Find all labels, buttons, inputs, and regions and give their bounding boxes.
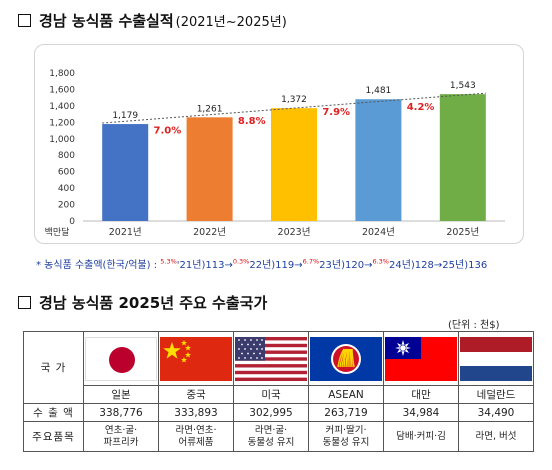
bar [355,99,402,221]
bar [439,94,486,221]
table-row-main-items: 주요품목 연초·굴· 파프리카 라면·연초· 어류제품 라면·굴· 동물성 유지 커피… [23,421,534,452]
flag-cell [308,331,384,386]
export-amount: 302,995 [233,403,309,422]
bar-value-label: 1,179 [112,111,138,121]
section-title-period: (2021년~2025년) [175,15,287,30]
bar [186,117,233,221]
main-items: 연초·굴· 파프리카 [83,421,159,452]
taiwan-flag-icon [385,336,457,381]
country-name: 대만 [383,385,459,404]
section-title-text: 경남 농식품 수출실적 [39,12,174,30]
flag-cell [383,331,459,386]
y-tick-label: 200 [58,201,75,211]
country-name: 중국 [158,385,234,404]
export-amount: 263,719 [308,403,384,422]
growth-rate-label: 8.8% [238,116,266,127]
table-row-export-amount: 수 출 액 338,776 333,893 302,995 263,719 34… [23,403,534,422]
country-name: 네덜란드 [458,385,534,404]
bar-value-label: 1,481 [366,86,392,96]
export-country-table: 국 가 [23,331,534,452]
checkbox-square-icon [18,14,31,27]
export-amount: 34,984 [383,403,459,422]
row-header-items: 주요품목 [23,421,84,452]
flag-cell [233,331,309,386]
flag-cell [158,331,234,386]
checkbox-square-icon [18,296,31,309]
bar-value-label: 1,261 [197,104,223,114]
note-growth-rate: 6.3% [372,257,389,266]
y-tick-label: 400 [58,184,75,194]
y-tick-label: 1,000 [49,135,75,145]
trend-line [102,92,486,124]
usa-flag-icon [235,336,307,381]
y-tick-label: 600 [58,168,75,178]
main-items: 라면, 버섯 [458,421,534,452]
bar-value-label: 1,543 [450,81,476,91]
x-tick-label: 2023년 [278,227,311,238]
section-title-major-countries: 경남 농식품 2025년 주요 수출국가 [18,292,267,313]
flag-cell [458,331,534,386]
growth-rate-label: 7.9% [322,107,350,118]
note-year-value: 22년)119→ [249,260,303,271]
note-year-value: 23년)120→ [319,260,373,271]
section-title-export-performance: 경남 농식품 수출실적 (2021년~2025년) [18,10,287,31]
note-prefix: * 농식품 수출액(한국/억불) : [36,260,161,271]
y-tick-label: 0 [69,217,75,227]
y-axis-unit: 백만달 [45,226,70,238]
section-title-text: 경남 농식품 2025년 주요 수출국가 [39,294,268,312]
chart-svg: 0 200 400 600 800 1,000 1,200 1,400 1,600 1,800 백만… [45,69,505,238]
china-flag-icon [160,336,232,381]
note-year-value: 25년)136 [442,260,488,271]
country-name: ASEAN [308,385,384,404]
table-row-country-names: 일본 중국 미국 ASEAN 대만 네덜란드 [24,385,534,404]
note-year-value: '21년)113→ [176,260,233,271]
bar-value-label: 1,372 [281,95,307,105]
netherlands-flag-icon [460,336,532,381]
flag-cell [83,331,159,386]
asean-flag-icon [310,336,382,381]
note-growth-rate: 0.3% [232,257,250,266]
x-tick-label: 2024년 [362,227,395,238]
main-items: 담배·커피·김 [383,421,459,452]
growth-rate-label: 4.2% [407,102,435,113]
export-bar-chart: 0 200 400 600 800 1,000 1,200 1,400 1,600 1,800 백만… [34,44,524,244]
japan-flag-icon [85,336,157,381]
y-tick-label: 1,600 [49,85,75,95]
row-header-country: 국 가 [23,331,84,404]
x-tick-label: 2022년 [193,227,226,238]
note-growth-rate: 5.3% [160,257,177,266]
country-name: 미국 [233,385,309,404]
main-items: 라면·굴· 동물성 유지 [233,421,309,452]
y-tick-label: 1,400 [49,102,75,112]
x-tick-label: 2021년 [109,227,142,238]
row-header-amount: 수 출 액 [23,403,84,422]
main-items: 커피·딸기· 동물성 유지 [308,421,384,452]
export-amount: 34,490 [458,403,534,422]
main-items: 라면·연초· 어류제품 [158,421,234,452]
note-growth-rate: 6.7% [302,257,320,266]
table-row-country-flags: 국 가 [23,331,534,404]
growth-rate-label: 7.0% [154,125,182,136]
unit-label: (단위 : 천$) [448,320,500,331]
bar [102,124,149,221]
y-tick-label: 800 [58,151,75,161]
export-note: * 농식품 수출액(한국/억불) : 5.3%'21년)113→0.3%22년)… [36,256,487,271]
x-tick-label: 2025년 [446,227,479,238]
export-amount: 333,893 [158,403,234,422]
y-tick-label: 1,200 [49,118,75,128]
note-year-value: 24년)128→ [388,260,443,271]
bar [271,108,317,221]
y-tick-label: 1,800 [49,69,75,79]
country-name: 일본 [83,385,159,404]
export-amount: 338,776 [83,403,159,422]
